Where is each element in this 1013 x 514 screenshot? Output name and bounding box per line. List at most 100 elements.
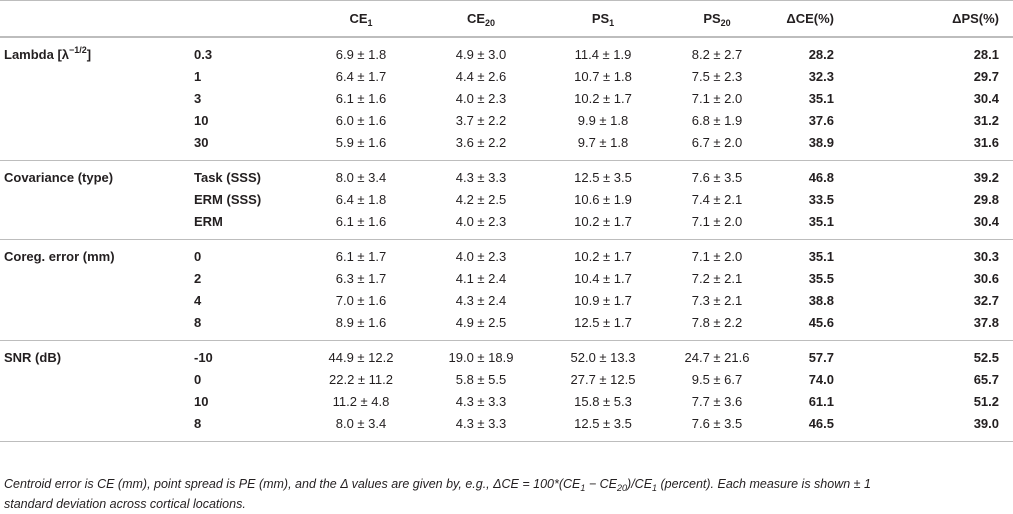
value-cell-ps20: 7.3 ± 2.1 [691,293,743,308]
value-cell-ce1: 6.3 ± 1.7 [335,271,387,286]
header-ps1: PS1 [542,0,664,37]
group-label [0,290,190,312]
value-cell-ce1: 11.2 ± 4.8 [332,394,390,409]
level-cell: 3 [194,91,202,106]
group-label-text: Lambda [λ [4,47,70,62]
delta-ce-cell: 33.5 [808,192,834,207]
group-label: Covariance (type) [0,161,190,190]
caption-text-3: )/CE [627,477,653,491]
value-cell-ce20: 4.1 ± 2.4 [455,271,507,286]
value-cell-ce1: 22.2 ± 11.2 [329,372,393,387]
value-cell-ps20: 7.5 ± 2.3 [691,69,743,84]
value-cell-ps20: 7.2 ± 2.1 [691,271,743,286]
table-row: ERM 6.1 ± 1.6 4.0 ± 2.3 10.2 ± 1.7 7.1 ± 2.0… [0,211,1013,240]
group-label [0,268,190,290]
table-row: 3 6.1 ± 1.6 4.0 ± 2.3 10.2 ± 1.7 7.1 ± 2.0 35… [0,88,1013,110]
level-cell: 0 [194,249,202,264]
header-blank-2 [190,0,302,37]
results-table-body: Lambda [λ−1/2] 0.3 6.9 ± 1.8 4.9 ± 3.0 11.4 … [0,37,1013,442]
group-label: Lambda [λ−1/2] [0,38,190,67]
level-cell: 1 [194,69,202,84]
level-cell: ERM (SSS) [194,192,262,207]
caption-text-1: Centroid error is CE (mm), point spread … [4,477,581,491]
value-cell-ps20: 7.7 ± 3.6 [691,394,743,409]
delta-ps-cell: 39.2 [973,170,999,185]
value-cell-ce1: 5.9 ± 1.6 [335,135,387,150]
group-label: Coreg. error (mm) [0,240,190,269]
value-cell-ps1: 10.9 ± 1.7 [574,293,632,308]
delta-ps-cell: 39.0 [973,416,999,431]
value-cell-ps20: 7.8 ± 2.2 [691,315,743,330]
group-label [0,110,190,132]
delta-ps-cell: 30.4 [973,91,999,106]
table-row: 0 22.2 ± 11.2 5.8 ± 5.5 27.7 ± 12.5 9.5 ± 6.… [0,369,1013,391]
value-cell-ce20: 4.3 ± 3.3 [455,394,507,409]
delta-ce-cell: 46.5 [808,416,834,431]
header-blank-1 [0,0,190,37]
table-body-host: Lambda [λ−1/2] 0.3 6.9 ± 1.8 4.9 ± 3.0 11.4 … [0,37,1013,442]
header-ps20-sub: 20 [720,18,731,28]
table-row: 30 5.9 ± 1.6 3.6 ± 2.2 9.7 ± 1.8 6.7 ± 2.0 38… [0,132,1013,161]
table-row: 10 11.2 ± 4.8 4.3 ± 3.3 15.8 ± 5.3 7.7 ± 3.6… [0,391,1013,413]
delta-ce-cell: 61.1 [808,394,834,409]
table-row: 8 8.9 ± 1.6 4.9 ± 2.5 12.5 ± 1.7 7.8 ± 2.2 45… [0,312,1013,341]
group-label-text: SNR (dB) [4,350,62,365]
value-cell-ps20: 7.1 ± 2.0 [691,214,743,229]
delta-ce-cell: 46.8 [808,170,834,185]
value-cell-ps20: 24.7 ± 21.6 [684,350,750,365]
delta-ps-cell: 51.2 [973,394,999,409]
level-cell: 0 [194,372,202,387]
value-cell-ce20: 4.0 ± 2.3 [455,91,507,106]
header-ce20: CE20 [420,0,542,37]
value-cell-ps1: 12.5 ± 3.5 [574,170,632,185]
level-cell: 4 [194,293,202,308]
delta-ce-cell: 32.3 [808,69,834,84]
header-ce20-base: CE [466,11,486,26]
group-label-text: Coreg. error (mm) [4,249,115,264]
value-cell-ce20: 4.4 ± 2.6 [455,69,507,84]
value-cell-ce20: 4.3 ± 2.4 [455,293,507,308]
header-ce20-sub: 20 [485,18,496,28]
delta-ps-cell: 30.4 [973,214,999,229]
value-cell-ce20: 19.0 ± 18.9 [448,350,514,365]
table-row: 2 6.3 ± 1.7 4.1 ± 2.4 10.4 ± 1.7 7.2 ± 2.1 35… [0,268,1013,290]
level-cell: Task (SSS) [194,170,261,185]
value-cell-ps20: 8.2 ± 2.7 [691,47,743,62]
level-cell: 10 [194,394,209,409]
delta-ce-cell: 37.6 [808,113,834,128]
table-row: Lambda [λ−1/2] 0.3 6.9 ± 1.8 4.9 ± 3.0 11.4 … [0,38,1013,67]
table-caption: Centroid error is CE (mm), point spread … [4,474,1009,514]
table-group: Coreg. error (mm) 0 6.1 ± 1.7 4.0 ± 2.3 10.2… [0,239,1013,341]
header-ps1-sub: 1 [609,18,615,28]
level-cell: 30 [194,135,209,150]
delta-ps-cell: 31.6 [973,135,999,150]
value-cell-ce20: 4.9 ± 3.0 [455,47,507,62]
caption-text-4: (percent). Each measure is shown ± 1 [657,477,871,491]
delta-ps-cell: 52.5 [973,350,999,365]
value-cell-ps20: 7.4 ± 2.1 [691,192,743,207]
value-cell-ps20: 6.8 ± 1.9 [691,113,743,128]
value-cell-ps1: 11.4 ± 1.9 [574,47,632,62]
value-cell-ce20: 3.7 ± 2.2 [455,113,507,128]
value-cell-ce20: 3.6 ± 2.2 [455,135,507,150]
delta-ps-cell: 29.8 [973,192,999,207]
value-cell-ce1: 6.4 ± 1.7 [335,69,387,84]
value-cell-ce1: 6.9 ± 1.8 [335,47,387,62]
group-label [0,312,190,341]
level-cell: -10 [194,350,213,365]
delta-ps-cell: 31.2 [973,113,999,128]
group-label [0,189,190,211]
value-cell-ps20: 7.6 ± 3.5 [691,416,743,431]
value-cell-ps1: 9.9 ± 1.8 [577,113,629,128]
value-cell-ps1: 52.0 ± 13.3 [570,350,636,365]
caption-sub-3: 1 [652,483,658,493]
delta-ce-cell: 45.6 [808,315,834,330]
table-row: ERM (SSS) 6.4 ± 1.8 4.2 ± 2.5 10.6 ± 1.9 7.4… [0,189,1013,211]
value-cell-ce20: 4.3 ± 3.3 [455,170,507,185]
delta-ps-cell: 30.6 [973,271,999,286]
caption-sub-2: 20 [617,483,628,493]
table-row: Coreg. error (mm) 0 6.1 ± 1.7 4.0 ± 2.3 10.2… [0,240,1013,269]
delta-ce-cell: 38.9 [808,135,834,150]
header-ce1-sub: 1 [367,18,373,28]
